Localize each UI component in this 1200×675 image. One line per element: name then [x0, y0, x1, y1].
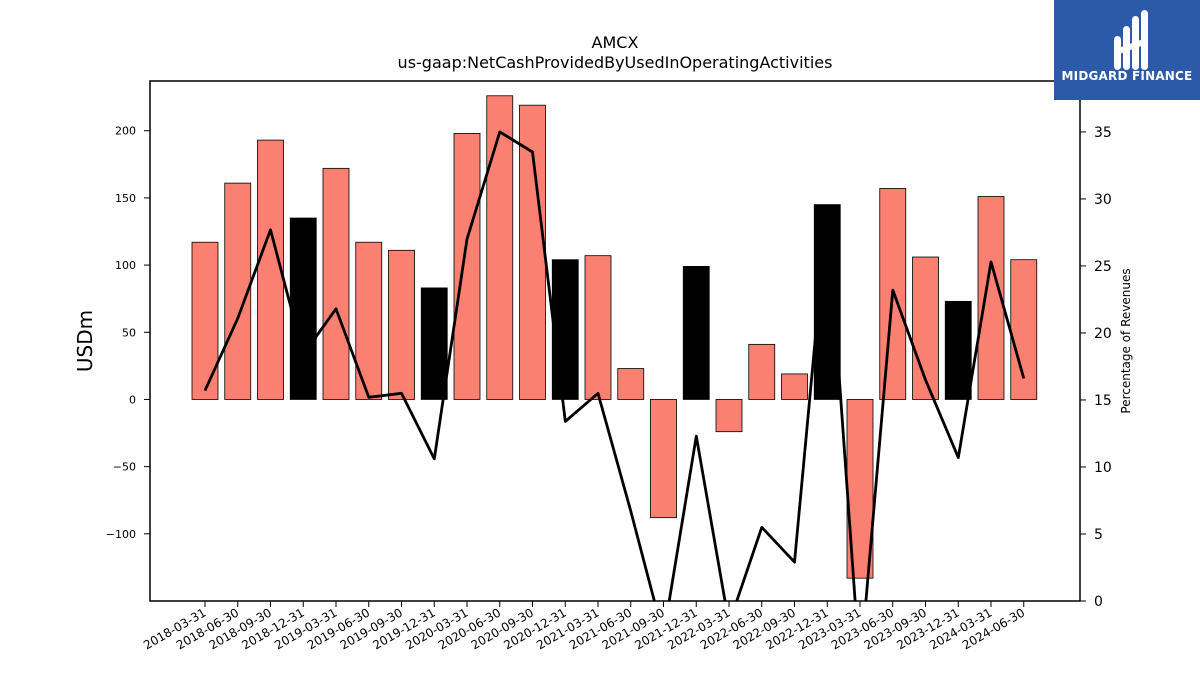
- bar-2020-06-30: [486, 95, 514, 400]
- right-tick-label: 0: [1094, 594, 1103, 610]
- left-tick-label: 150: [115, 192, 136, 205]
- bar-2019-09-30: [388, 249, 415, 400]
- y-axis-label-right: Percentage of Revenues: [1119, 268, 1133, 413]
- bar-2022-09-30: [781, 373, 808, 400]
- bar-2022-06-30: [748, 343, 776, 400]
- right-tick-label: 30: [1094, 192, 1112, 208]
- logo-text: MIDGARD FINANCE: [1061, 69, 1193, 83]
- bar-2022-03-31: [715, 399, 743, 433]
- right-tick-label: 35: [1094, 125, 1112, 141]
- left-tick-label: 100: [115, 259, 136, 272]
- bar-2024-03-31: [977, 196, 1005, 400]
- chart-subtitle: us-gaap:NetCashProvidedByUsedInOperating…: [398, 53, 833, 72]
- left-tick-label: 0: [129, 393, 136, 406]
- bar-2020-09-30: [519, 104, 546, 400]
- bar-2023-06-30: [879, 188, 907, 400]
- bar-2018-12-31: [289, 217, 317, 400]
- y-axis-label-left: USDm: [73, 310, 97, 372]
- bar-2021-09-30: [650, 399, 677, 519]
- right-tick-label: 5: [1094, 527, 1103, 543]
- left-tick-label: −100: [106, 528, 136, 541]
- x-axis-ticks: 2018-03-312018-06-302018-09-302018-12-31…: [141, 601, 1027, 652]
- chart-title: AMCX: [592, 33, 639, 52]
- left-tick-label: 50: [122, 326, 136, 339]
- bar-2018-09-30: [257, 139, 284, 400]
- bar-2019-12-31: [420, 287, 448, 400]
- left-tick-label: 200: [115, 125, 136, 138]
- bar-2023-12-31: [944, 300, 972, 400]
- right-tick-label: 15: [1094, 393, 1112, 409]
- plot-frame: [149, 80, 1081, 602]
- bar-2023-09-30: [912, 256, 939, 400]
- right-tick-label: 10: [1094, 460, 1112, 476]
- ratio-line: [203, 130, 1026, 601]
- bar-series: [191, 95, 1038, 579]
- left-tick-label: −50: [113, 461, 136, 474]
- brand-logo: MIDGARD FINANCE: [1054, 0, 1200, 100]
- bar-2020-12-31: [551, 259, 579, 400]
- bar-2021-06-30: [617, 368, 645, 400]
- left-axis-ticks: −100 −50 0 50 100 150 200: [106, 125, 150, 541]
- right-tick-label: 20: [1094, 326, 1112, 342]
- ratio-line-series: [203, 130, 1026, 601]
- bar-2020-03-31: [453, 133, 481, 400]
- bar-2021-03-31: [584, 255, 612, 400]
- bar-2019-03-31: [322, 167, 350, 400]
- bar-2021-12-31: [682, 266, 710, 400]
- logo-mark-icon: [1114, 10, 1148, 70]
- right-axis-ticks: 0 5 10 15 20 25 30 35: [1080, 125, 1112, 610]
- right-tick-label: 25: [1094, 259, 1112, 275]
- bar-2018-03-31: [191, 241, 219, 400]
